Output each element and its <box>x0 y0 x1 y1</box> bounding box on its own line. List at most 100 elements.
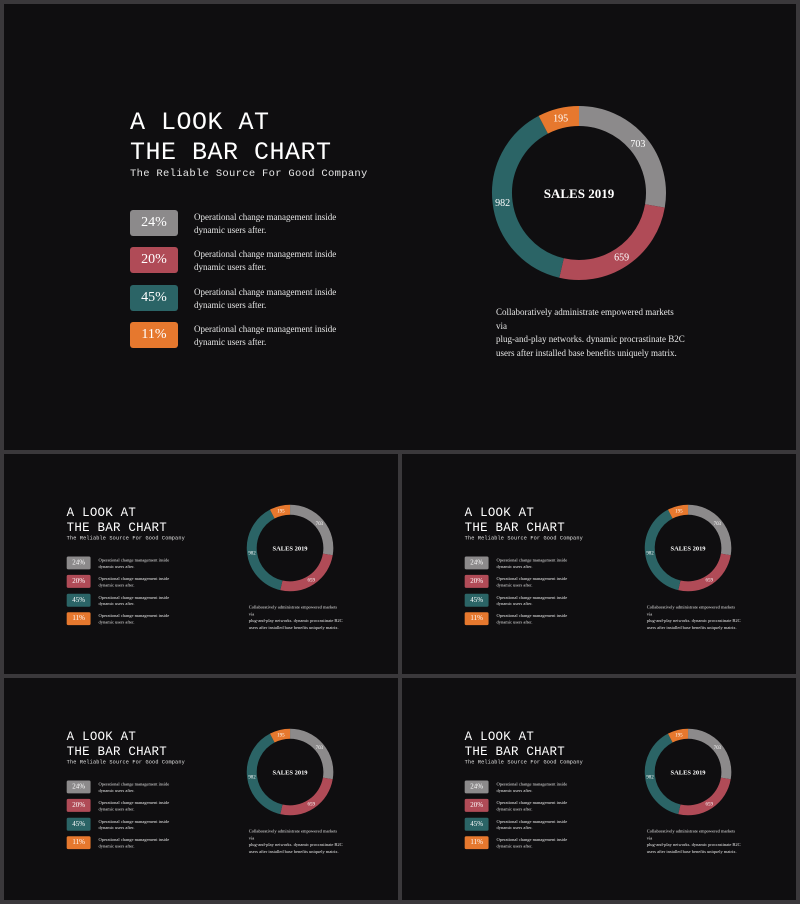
legend-item-gray: 24% Operational change management inside… <box>464 556 614 570</box>
chart-center-title: SALES 2019 <box>273 546 308 553</box>
chart-center-title: SALES 2019 <box>671 770 706 777</box>
legend-description: Operational change management inside dyn… <box>98 575 170 588</box>
chart-center-title: SALES 2019 <box>273 770 308 777</box>
legend-description: Operational change management inside dyn… <box>496 594 568 607</box>
donut-chart: 703 659 982 195 SALES 2019 <box>246 504 334 592</box>
legend-item-red: 20% Operational change management inside… <box>130 247 430 275</box>
donut-segment-teal <box>644 509 681 591</box>
slide-subtitle: The Reliable Source For Good Company <box>130 168 368 180</box>
chart-center-title: SALES 2019 <box>671 546 706 553</box>
legend-description: Operational change management inside dyn… <box>496 837 568 849</box>
segment-label-red: 659 <box>706 803 714 808</box>
title-line-1: A LOOK AT <box>66 505 137 521</box>
segment-label-red: 659 <box>308 579 316 584</box>
title-line-2: THE BAR CHART <box>130 138 332 167</box>
legend-item-red: 20% Operational change management inside… <box>66 798 216 813</box>
donut-segment-gray <box>687 728 732 780</box>
percent-badge: 24% <box>66 780 91 794</box>
legend-item-teal: 45% Operational change management inside… <box>66 817 216 832</box>
segment-label-orange: 195 <box>553 114 568 125</box>
legend-item-red: 20% Operational change management inside… <box>66 574 216 589</box>
percent-badge: 11% <box>66 612 91 626</box>
title-line-1: A LOOK AT <box>66 729 137 745</box>
percent-badge: 45% <box>66 817 91 831</box>
segment-label-gray: 703 <box>316 746 324 751</box>
slide-thumbnail-3[interactable]: A LOOK AT THE BAR CHART The Reliable Sou… <box>4 678 398 900</box>
donut-segment-gray <box>289 504 334 556</box>
legend-item-orange: 11% Operational change management inside… <box>130 322 430 350</box>
legend-item-gray: 24% Operational change management inside… <box>66 780 216 794</box>
percent-badge: 24% <box>464 780 489 794</box>
slide-title: A LOOK AT THE BAR CHART <box>67 730 167 760</box>
segment-label-teal: 982 <box>248 776 256 781</box>
title-line-1: A LOOK AT <box>464 729 535 745</box>
donut-segment-orange <box>538 106 580 134</box>
legend-description: Operational change management inside dyn… <box>98 818 170 831</box>
slide-content: A LOOK AT THE BAR CHART The Reliable Sou… <box>402 678 796 900</box>
donut-segment-teal <box>246 509 283 591</box>
legend-description: Operational change management inside dyn… <box>98 781 170 793</box>
segment-label-gray: 703 <box>316 522 324 527</box>
donut-segment-teal <box>492 115 565 278</box>
percent-badge: 11% <box>464 836 489 850</box>
segment-label-red: 659 <box>706 579 714 584</box>
segment-label-orange: 195 <box>277 510 285 515</box>
title-line-1: A LOOK AT <box>130 108 270 137</box>
legend-item-gray: 24% Operational change management inside… <box>464 780 614 794</box>
slide-content: A LOOK AT THE BAR CHART The Reliable Sou… <box>4 454 398 674</box>
slide-thumbnail-1[interactable]: A LOOK AT THE BAR CHART The Reliable Sou… <box>4 454 398 674</box>
title-line-1: A LOOK AT <box>464 505 535 521</box>
percent-badge: 11% <box>464 612 489 626</box>
segment-label-teal: 982 <box>646 552 654 557</box>
legend-item-orange: 11% Operational change management inside… <box>66 612 216 626</box>
donut-segment-red <box>559 203 665 280</box>
legend-item-teal: 45% Operational change management inside… <box>464 817 614 832</box>
legend-description: Operational change management inside dyn… <box>496 799 568 812</box>
legend-item-red: 20% Operational change management inside… <box>464 798 614 813</box>
slide-content: A LOOK AT THE BAR CHART The Reliable Sou… <box>4 4 796 450</box>
slide-subtitle: The Reliable Source For Good Company <box>464 535 583 542</box>
legend-item-red: 20% Operational change management inside… <box>464 574 614 589</box>
slide-main[interactable]: A LOOK AT THE BAR CHART The Reliable Sou… <box>4 4 796 450</box>
donut-segment-teal <box>246 733 283 815</box>
chart-description: Collaboratively administrate empowered m… <box>646 604 741 630</box>
legend-item-gray: 24% Operational change management inside… <box>130 210 430 238</box>
donut-chart: 703 659 982 195 SALES 2019 <box>492 106 666 280</box>
legend-description: Operational change management inside dyn… <box>98 837 170 849</box>
legend-description: Operational change management inside dyn… <box>496 575 568 588</box>
percent-badge: 45% <box>130 285 178 311</box>
slide-thumbnail-2[interactable]: A LOOK AT THE BAR CHART The Reliable Sou… <box>402 454 796 674</box>
percent-badge: 20% <box>130 247 178 273</box>
donut-segment-gray <box>687 504 732 556</box>
legend-description: Operational change management inside dyn… <box>98 594 170 607</box>
slide-subtitle: The Reliable Source For Good Company <box>66 535 185 542</box>
legend-item-teal: 45% Operational change management inside… <box>464 593 614 608</box>
legend-item-gray: 24% Operational change management inside… <box>66 556 216 570</box>
percent-badge: 24% <box>464 556 489 570</box>
segment-label-orange: 195 <box>277 734 285 739</box>
legend-description: Operational change management inside dyn… <box>496 613 568 625</box>
legend-description: Operational change management inside dyn… <box>98 613 170 625</box>
donut-chart: 703 659 982 195 SALES 2019 <box>644 728 732 816</box>
percent-badge: 20% <box>464 574 489 588</box>
legend-item-teal: 45% Operational change management inside… <box>66 593 216 608</box>
donut-segment-gray <box>289 728 334 780</box>
legend-description: Operational change management inside dyn… <box>496 818 568 831</box>
donut-segment-red <box>280 777 333 816</box>
donut-segment-orange <box>667 504 689 519</box>
segment-label-gray: 703 <box>714 746 722 751</box>
percent-badge: 11% <box>130 322 178 348</box>
percent-badge: 11% <box>66 836 91 850</box>
chart-description: Collaboratively administrate empowered m… <box>496 307 685 358</box>
slide-thumbnail-4[interactable]: A LOOK AT THE BAR CHART The Reliable Sou… <box>402 678 796 900</box>
segment-label-gray: 703 <box>714 522 722 527</box>
donut-segment-red <box>280 553 333 592</box>
chart-center-title: SALES 2019 <box>544 186 615 201</box>
legend-item-orange: 11% Operational change management inside… <box>464 612 614 626</box>
slide-subtitle: The Reliable Source For Good Company <box>464 759 583 766</box>
percent-badge: 24% <box>130 210 178 236</box>
percent-badge: 45% <box>464 817 489 831</box>
percent-badge: 45% <box>66 593 91 607</box>
slide-title: A LOOK AT THE BAR CHART <box>465 506 565 536</box>
donut-segment-orange <box>269 728 291 743</box>
